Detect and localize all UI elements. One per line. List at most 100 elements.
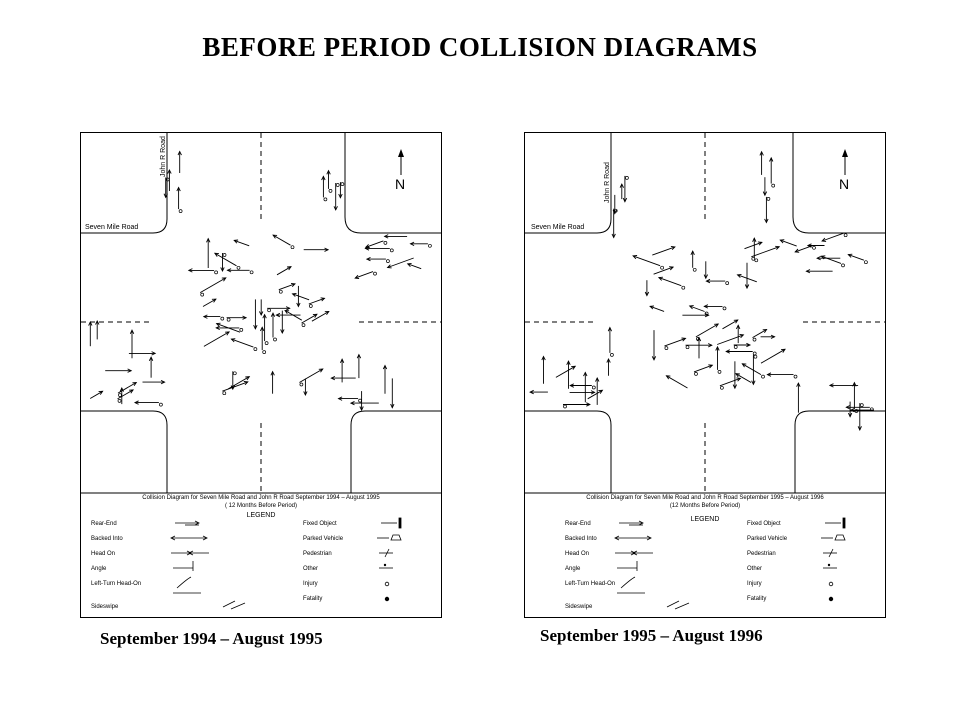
injury-marker [226,317,231,322]
collision-arrow [95,319,100,340]
collision-diagram-panel-1995: John R Road Seven Mile Road N Collision … [524,132,886,618]
collision-arrow [649,305,665,312]
collision-arrow [386,257,414,269]
collision-arrow [262,313,267,342]
collision-arrow [303,247,330,252]
legend-label-rear-end: Rear-End [91,521,117,527]
collision-arrow [383,234,408,239]
collision-diagram-panel-1994: John R Road Seven Mile Road N Collision … [80,132,442,618]
collision-arrow [821,232,844,242]
injury-marker [733,345,738,349]
legend-label-fixed-object: Fixed Object [747,521,781,527]
road-label-ns: John R Road [160,136,167,177]
collision-arrow [752,328,768,338]
collision-arrow [619,183,625,200]
injury-marker [299,382,304,387]
injury-marker [214,270,218,275]
injury-marker [752,351,757,356]
injury-marker [200,292,205,297]
legend-title: Collision Diagram for Seven Mile Road an… [142,495,380,501]
collision-arrow [665,375,688,389]
collision-arrow [657,276,682,287]
center-lines [525,133,885,493]
collision-arrow [595,376,600,405]
legend-label-head-on: Head On [91,551,115,557]
collision-arrow [693,364,714,373]
legend-label-injury: Injury [303,581,318,587]
injury-marker [335,183,340,187]
legend: Collision Diagram for Seven Mile Road an… [565,495,846,610]
collision-arrow [733,342,752,348]
legend-label-parked-vehicle: Parked Vehicle [303,536,344,542]
collision-arrow [725,349,753,354]
injury-marker [117,399,122,403]
collision-arrow [690,250,695,268]
collision-arrow [133,400,159,405]
collision-arrow [715,345,720,370]
injury-marker [232,371,237,376]
injury-marker [771,183,776,188]
collision-arrow [129,329,135,359]
legend-label-other: Other [303,566,318,572]
collision-arrow [337,396,359,401]
injury-marker [118,393,122,397]
collision-arrow [744,241,763,250]
collision-arrow [847,401,853,418]
collision-arrow [167,168,172,191]
collision-arrow [717,334,745,345]
collision-arrow [390,378,395,409]
collision-arrow [356,353,362,379]
collision-arrow [177,150,182,173]
collision-arrow [253,299,258,330]
injury-marker [717,370,722,374]
injury-marker [249,270,254,275]
injury-marker [236,265,241,270]
injury-marker [725,281,730,285]
legend-label-angle: Angle [565,566,581,572]
collision-arrow [555,365,577,378]
collision-arrow [541,355,546,384]
collision-arrow [688,305,705,312]
injury-marker [752,337,757,342]
road-curbs [525,133,885,494]
collision-arrow [230,338,254,348]
injury-marker [563,404,567,409]
injury-marker [613,208,618,213]
collision-arrow [664,337,687,347]
collision-arrow [696,336,702,359]
collision-arrow [226,315,248,320]
collision-arrow [695,323,720,338]
collision-arrow [796,382,801,413]
legend-label-fatality: Fatality [303,596,322,602]
injury-marker [301,323,306,327]
injury-marker [340,182,345,186]
injury-marker [685,345,690,350]
collision-arrow [816,255,841,261]
panel-caption-1995: September 1995 – August 1996 [540,626,763,645]
collision-arrow [722,319,739,330]
road-label-ns: John R Road [604,162,611,203]
collision-arrow [622,175,628,203]
collision-arrow [278,282,296,291]
injury-marker [864,260,868,265]
collision-arrow [267,306,291,311]
collision-arrow [128,351,157,356]
injury-marker [262,350,267,354]
injury-marker [793,374,798,379]
collision-arrow [705,278,726,284]
collision-arrow [606,357,611,376]
legend-symbols [614,517,846,610]
injury-marker [386,259,390,263]
injury-marker [692,267,697,272]
collision-symbols [529,150,874,431]
injury-marker [308,304,313,308]
collision-arrow [311,311,330,322]
injury-marker [720,385,724,390]
road-label-ew: Seven Mile Road [531,224,584,231]
collision-arrow [220,253,225,273]
collision-arrow [845,405,870,410]
collision-arrow [222,381,249,392]
collision-arrow [308,297,326,305]
injury-marker [278,289,283,294]
injury-marker [428,243,432,248]
